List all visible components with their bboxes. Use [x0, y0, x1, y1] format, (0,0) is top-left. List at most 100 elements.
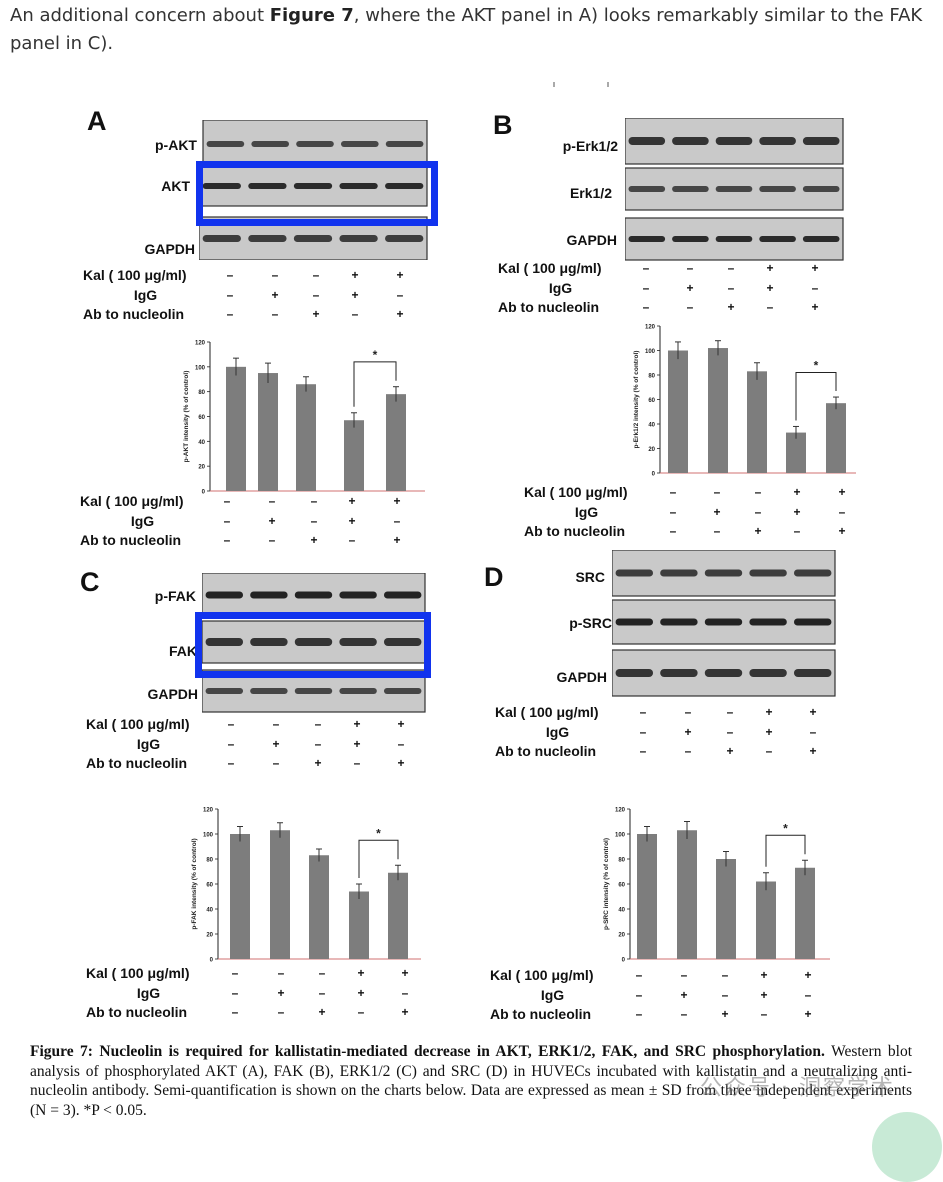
y-tick-label: 100 — [203, 833, 214, 839]
y-tick-label: 60 — [198, 415, 205, 421]
condition-sign: + — [357, 985, 365, 1000]
condition-sign: – — [639, 744, 647, 758]
blot-band — [672, 137, 709, 145]
condition-sign: – — [393, 513, 401, 528]
blot-band — [294, 591, 333, 599]
condition-sign: + — [811, 261, 819, 275]
blot-band — [248, 235, 287, 242]
blot-band — [660, 618, 698, 626]
blot-band — [672, 186, 709, 192]
bar — [637, 834, 657, 959]
blot-band — [715, 186, 753, 192]
blot-band — [205, 591, 244, 599]
blot-band — [385, 183, 424, 189]
condition-sign: – — [766, 300, 774, 314]
condition-sign: + — [310, 533, 318, 547]
condition-sign: + — [727, 300, 735, 314]
blot-label-b-3: GAPDH — [566, 232, 617, 248]
bar — [786, 432, 806, 473]
condition-sign: – — [396, 287, 404, 302]
y-tick-label: 20 — [648, 447, 655, 453]
condition-sign: – — [793, 524, 801, 538]
condition-sign: + — [804, 968, 812, 982]
condition-sign: – — [227, 756, 235, 770]
blot-label-c-3: GAPDH — [147, 686, 198, 702]
condition-sign: – — [686, 300, 694, 314]
condition-sign: + — [396, 268, 404, 282]
condition-sign: + — [351, 287, 359, 302]
condition-sign: – — [268, 494, 276, 508]
y-tick-label: 0 — [210, 958, 214, 964]
condition-sign: – — [684, 744, 692, 758]
blot-band — [749, 618, 787, 626]
error-bar — [684, 821, 690, 839]
significance-bracket — [358, 839, 399, 878]
blot-band — [250, 688, 288, 694]
condition-sign: – — [635, 1007, 643, 1021]
condition-sign: – — [754, 504, 762, 519]
condition-sign: – — [686, 261, 694, 275]
condition-sign: + — [686, 280, 694, 295]
condition-sign: + — [760, 968, 768, 982]
y-tick-label: 80 — [648, 374, 655, 380]
bar — [349, 891, 369, 959]
condition-sign: – — [727, 261, 735, 275]
caption-title: Figure 7: Nucleolin is required for kall… — [30, 1043, 825, 1060]
condition-label: IgG — [548, 279, 573, 296]
significance-label: * — [373, 348, 378, 362]
blot-label-a-1: p-AKT — [155, 137, 197, 153]
bar-chart-d: 0 20 40 60 80 100 120 p-SRC intensity (% of con… — [603, 808, 830, 963]
error-bar — [277, 822, 283, 838]
condition-sign: + — [396, 307, 404, 321]
significance-bracket — [765, 834, 806, 867]
blot-band — [615, 618, 654, 626]
bar — [668, 350, 688, 473]
blot-band — [383, 688, 422, 694]
significance-label: * — [783, 821, 788, 835]
blot-band — [296, 141, 334, 147]
condition-sign: + — [811, 300, 819, 314]
condition-sign: – — [231, 966, 239, 980]
bar — [386, 394, 406, 491]
condition-sign: – — [635, 968, 643, 982]
y-tick-label: 20 — [198, 465, 205, 471]
y-tick-label: 120 — [195, 341, 206, 347]
condition-sign: – — [271, 307, 279, 321]
blot-band — [383, 591, 422, 599]
condition-sign: – — [353, 756, 361, 770]
condition-sign: + — [397, 717, 405, 731]
blot-band — [793, 569, 832, 577]
condition-label: Kal ( 100 μg/ml) — [524, 484, 628, 500]
blot-band — [660, 669, 698, 677]
condition-sign: – — [223, 513, 231, 528]
blot-band — [385, 235, 424, 242]
y-tick-label: 20 — [206, 933, 213, 939]
blot-band — [615, 569, 654, 577]
error-bar — [754, 362, 760, 380]
condition-sign: + — [804, 1007, 812, 1021]
condition-sign: – — [811, 280, 819, 295]
condition-sign: + — [765, 724, 773, 739]
top-tick-marks — [552, 80, 632, 91]
condition-sign: – — [227, 736, 235, 751]
condition-label: Ab to nucleolin — [86, 755, 188, 771]
y-tick-label: 120 — [645, 325, 656, 331]
condition-label: Kal ( 100 μg/ml) — [80, 493, 184, 509]
condition-sign: + — [353, 736, 361, 751]
blot-band — [250, 638, 288, 646]
condition-sign: – — [357, 1005, 365, 1019]
y-tick-label: 120 — [615, 808, 626, 814]
blot-label-d-3: GAPDH — [556, 669, 607, 685]
condition-label: Ab to nucleolin — [490, 1006, 592, 1022]
error-bar — [395, 864, 401, 881]
blot-band — [206, 141, 245, 147]
condition-sign: – — [231, 1005, 239, 1019]
blot-band — [793, 618, 832, 626]
significance-bracket — [353, 361, 397, 407]
condition-sign: – — [726, 724, 734, 739]
condition-sign: + — [713, 504, 721, 519]
condition-label: Ab to nucleolin — [495, 743, 597, 759]
blot-band — [759, 236, 796, 242]
figure-caption: Figure 7: Nucleolin is required for kall… — [30, 1042, 912, 1120]
error-bar — [233, 357, 239, 376]
